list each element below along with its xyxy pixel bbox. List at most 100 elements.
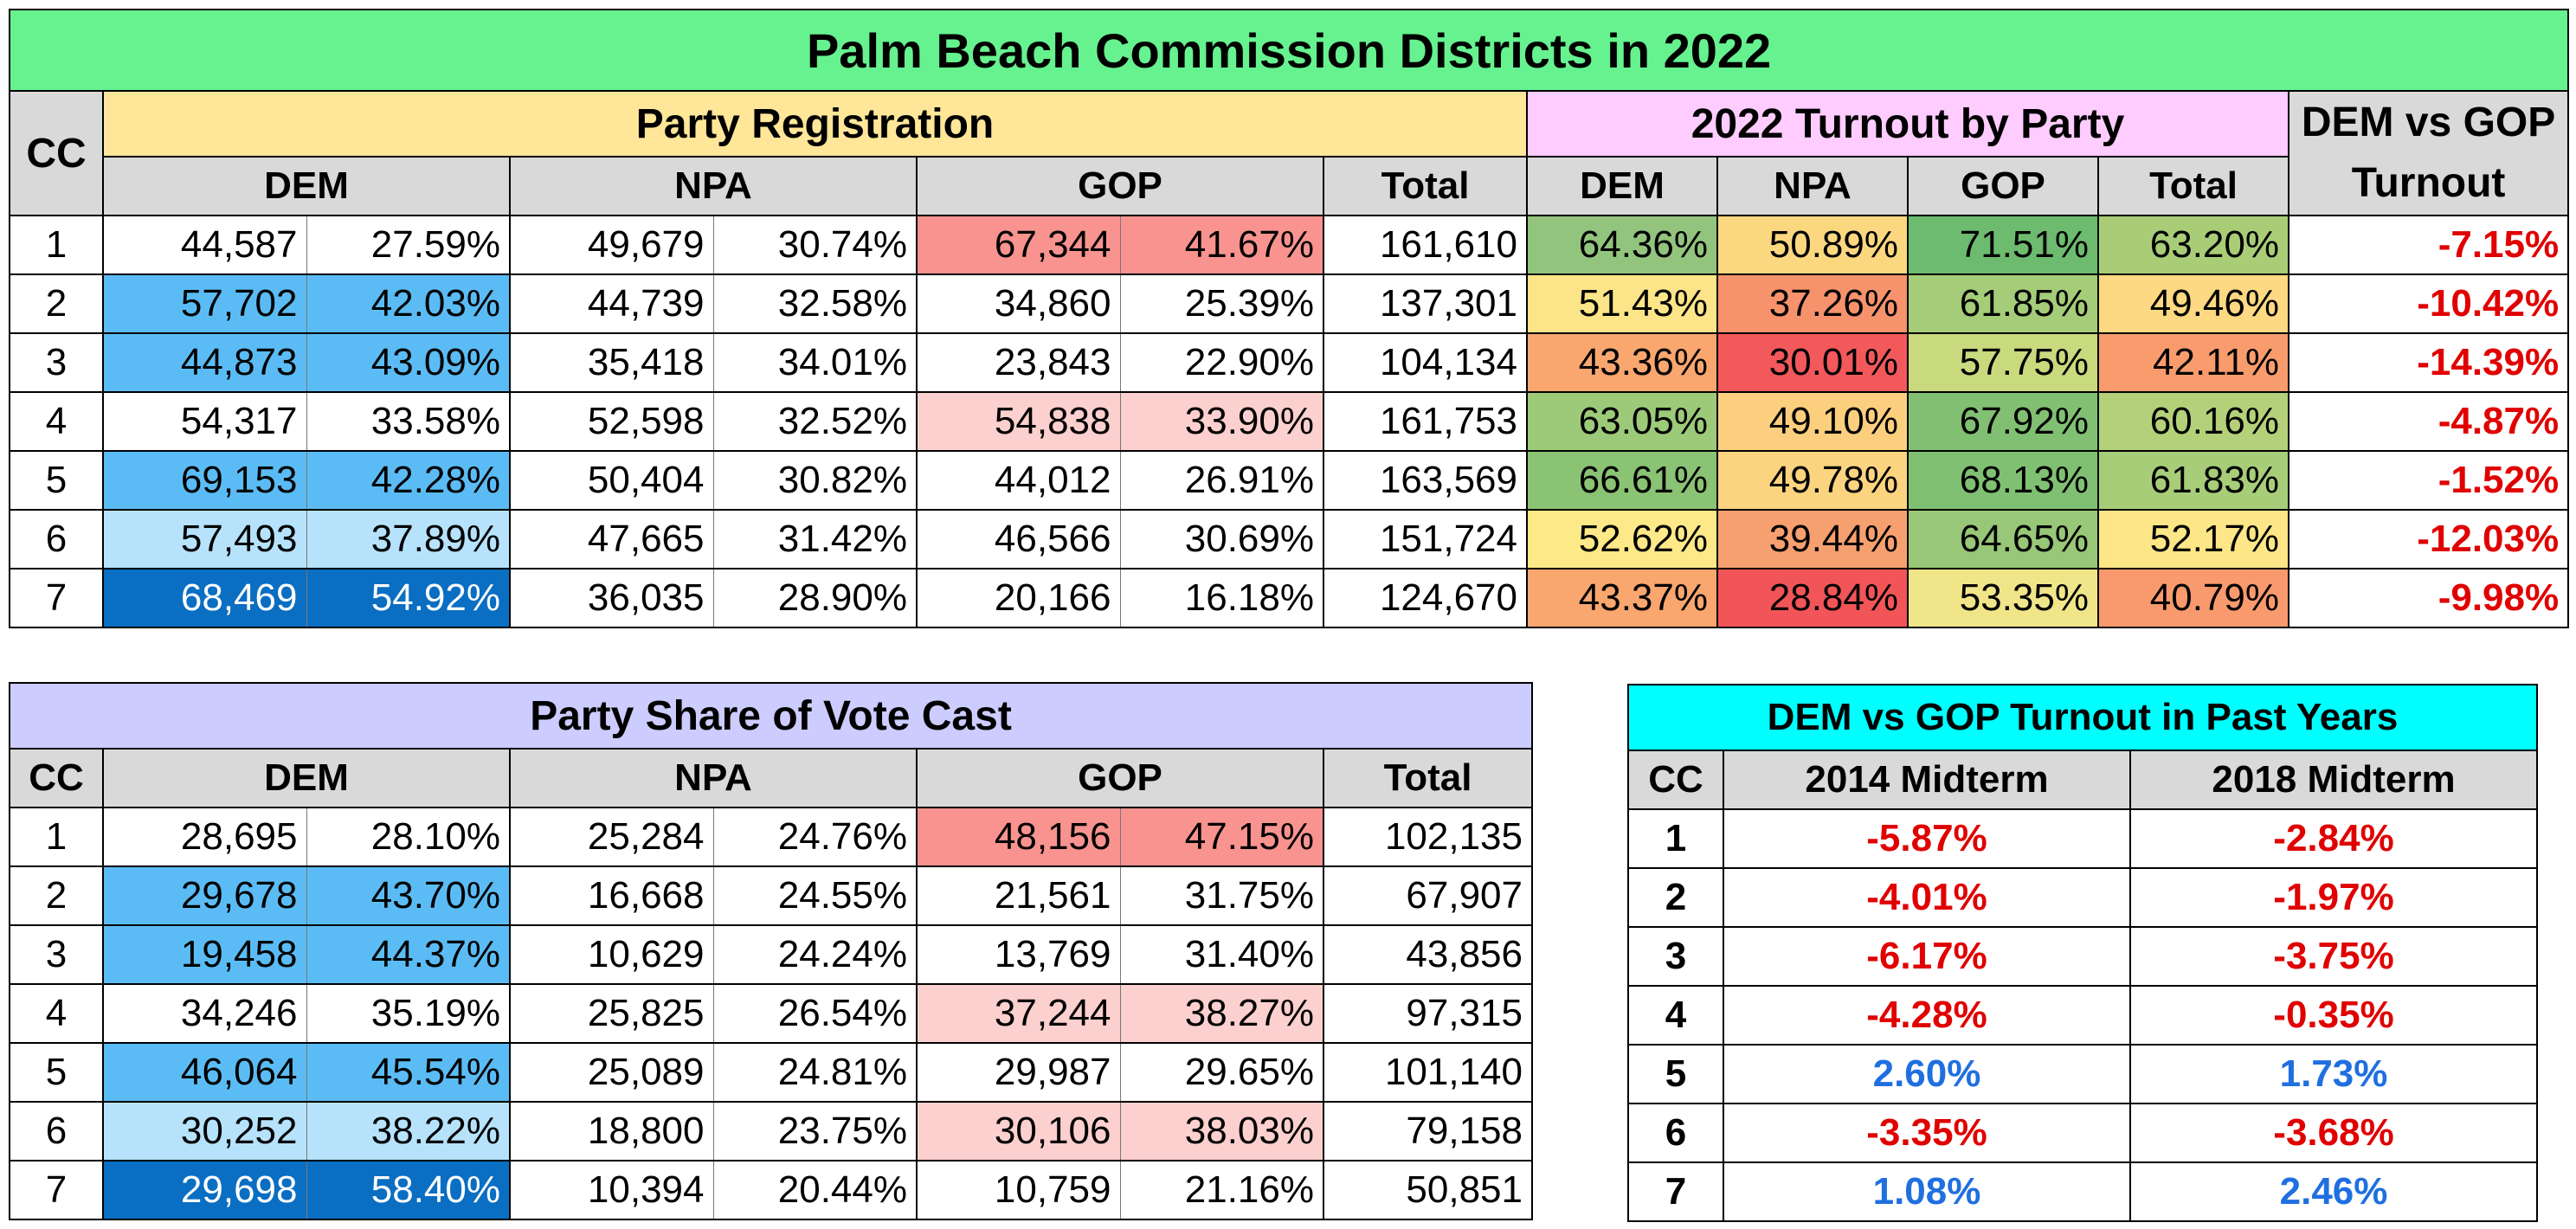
turnout-npa-cell: 30.01% — [1716, 332, 1909, 393]
turnout-gop-cell: 64.65% — [1907, 509, 2099, 569]
turnout-gop-cell: 61.85% — [1907, 273, 2099, 334]
gop-count-cell: 10,759 — [916, 1160, 1121, 1220]
turnout-total-cell: 42.11% — [2097, 332, 2289, 393]
reg-dem-header: DEM — [102, 156, 511, 216]
dem-vs-gop-cell: -9.98% — [2287, 568, 2570, 628]
dem-count-cell: 44,873 — [102, 332, 307, 393]
npa-pct-cell: 30.82% — [712, 450, 918, 511]
gop-count-cell: 37,244 — [916, 983, 1121, 1044]
turnout-total-cell: 52.17% — [2097, 509, 2289, 569]
turnout-total-cell: 49.46% — [2097, 273, 2289, 334]
gop-pct-cell: 31.75% — [1119, 865, 1324, 926]
past-years-header: DEM vs GOP Turnout in Past Years — [1626, 684, 2539, 751]
table-row: 5 69,153 42.28% 50,404 30.82% 44,012 26.… — [9, 450, 2570, 511]
table-row: 5 2.60% 1.73% — [1627, 1044, 2539, 1104]
gop-pct-cell: 30.69% — [1119, 509, 1324, 569]
gop-pct-cell: 26.91% — [1119, 450, 1324, 511]
npa-count-cell: 16,668 — [509, 865, 714, 926]
table-row: 3 44,873 43.09% 35,418 34.01% 23,843 22.… — [9, 332, 2570, 393]
cc-header: CC — [9, 90, 104, 216]
dem-vs-gop-cell: -7.15% — [2287, 215, 2570, 275]
cc-cell: 6 — [1627, 1103, 1724, 1163]
share-npa-header: NPA — [509, 748, 918, 808]
cc-cell: 4 — [9, 983, 104, 1044]
cc-cell: 4 — [9, 391, 104, 452]
npa-pct-cell: 32.52% — [712, 391, 918, 452]
gop-pct-cell: 29.65% — [1119, 1042, 1324, 1103]
page-title: Palm Beach Commission Districts in 2022 — [8, 9, 2570, 92]
cc-cell: 2 — [1627, 867, 1724, 928]
total-cell: 101,140 — [1323, 1042, 1533, 1103]
dem-pct-cell: 58.40% — [306, 1160, 511, 1220]
table-row: 6 -3.35% -3.68% — [1627, 1103, 2539, 1163]
cc-header: CC — [1627, 750, 1724, 810]
turnout-total-cell: 61.83% — [2097, 450, 2289, 511]
dem-vs-gop-header: DEM vs GOP Turnout — [2287, 90, 2570, 216]
cc-cell: 2 — [9, 865, 104, 926]
npa-pct-cell: 23.75% — [712, 1101, 918, 1161]
midterm-2014-cell: -4.28% — [1723, 985, 2131, 1046]
turnout-dem-cell: 63.05% — [1526, 391, 1718, 452]
npa-pct-cell: 34.01% — [712, 332, 918, 393]
total-cell: 50,851 — [1323, 1160, 1533, 1220]
cc-cell: 3 — [9, 332, 104, 393]
table-row: 1 -5.87% -2.84% — [1627, 808, 2539, 869]
turnout-npa-cell: 28.84% — [1716, 568, 1909, 628]
npa-count-cell: 35,418 — [509, 332, 714, 393]
dem-count-cell: 57,702 — [102, 273, 307, 334]
midterm-2018-cell: 1.73% — [2128, 1044, 2539, 1104]
turnout-npa-cell: 49.78% — [1716, 450, 1909, 511]
dem-vs-gop-cell: -4.87% — [2287, 391, 2570, 452]
gop-pct-cell: 31.40% — [1119, 924, 1324, 985]
dem-pct-cell: 27.59% — [306, 215, 511, 275]
npa-count-cell: 50,404 — [509, 450, 714, 511]
total-cell: 161,753 — [1323, 391, 1528, 452]
gop-count-cell: 34,860 — [916, 273, 1121, 334]
cc-cell: 4 — [1627, 985, 1724, 1046]
gop-pct-cell: 25.39% — [1119, 273, 1324, 334]
gop-pct-cell: 38.03% — [1119, 1101, 1324, 1161]
reg-npa-header: NPA — [509, 156, 918, 216]
gop-count-cell: 30,106 — [916, 1101, 1121, 1161]
vote-share-table: Party Share of Vote Cast CC DEM NPA GOP … — [9, 682, 1533, 1220]
total-cell: 43,856 — [1323, 924, 1533, 985]
midterm-2014-cell: 2.60% — [1723, 1044, 2131, 1104]
turnout-npa-header: NPA — [1716, 156, 1909, 216]
gop-count-cell: 13,769 — [916, 924, 1121, 985]
cc-cell: 7 — [9, 568, 104, 628]
gop-pct-cell: 22.90% — [1119, 332, 1324, 393]
turnout-npa-cell: 39.44% — [1716, 509, 1909, 569]
dem-pct-cell: 44.37% — [306, 924, 511, 985]
gop-count-cell: 48,156 — [916, 807, 1121, 867]
total-cell: 102,135 — [1323, 807, 1533, 867]
npa-count-cell: 10,394 — [509, 1160, 714, 1220]
midterm-2018-header: 2018 Midterm — [2128, 750, 2539, 810]
dem-count-cell: 57,493 — [102, 509, 307, 569]
total-cell: 137,301 — [1323, 273, 1528, 334]
turnout-dem-cell: 66.61% — [1526, 450, 1718, 511]
turnout-npa-cell: 49.10% — [1716, 391, 1909, 452]
dem-count-cell: 28,695 — [102, 807, 307, 867]
npa-pct-cell: 30.74% — [712, 215, 918, 275]
dem-pct-cell: 28.10% — [306, 807, 511, 867]
turnout-total-cell: 60.16% — [2097, 391, 2289, 452]
npa-pct-cell: 24.55% — [712, 865, 918, 926]
gop-count-cell: 20,166 — [916, 568, 1121, 628]
dem-count-cell: 44,587 — [102, 215, 307, 275]
share-total-header: Total — [1323, 748, 1533, 808]
midterm-2018-cell: -3.75% — [2128, 926, 2539, 987]
npa-pct-cell: 20.44% — [712, 1160, 918, 1220]
gop-count-cell: 23,843 — [916, 332, 1121, 393]
cc-cell: 6 — [9, 509, 104, 569]
table-row: 6 57,493 37.89% 47,665 31.42% 46,566 30.… — [9, 509, 2570, 569]
cc-cell: 7 — [1627, 1161, 1724, 1222]
npa-pct-cell: 24.76% — [712, 807, 918, 867]
gop-count-cell: 29,987 — [916, 1042, 1121, 1103]
cc-cell: 1 — [9, 215, 104, 275]
cc-cell: 5 — [9, 1042, 104, 1103]
dem-count-cell: 19,458 — [102, 924, 307, 985]
midterm-2014-cell: 1.08% — [1723, 1161, 2131, 1222]
gop-pct-cell: 21.16% — [1119, 1160, 1324, 1220]
dem-vs-gop-cell: -14.39% — [2287, 332, 2570, 393]
turnout-dem-header: DEM — [1526, 156, 1718, 216]
